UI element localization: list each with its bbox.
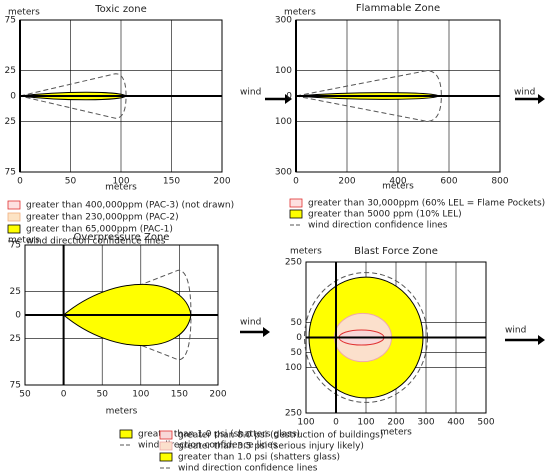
legend-label: wind direction confidence lines	[26, 237, 166, 247]
legend-label: wind direction confidence lines	[138, 441, 278, 451]
x-tick-label: 200	[387, 418, 404, 428]
legend-swatch	[289, 198, 303, 208]
x-tick-label: 100	[132, 390, 149, 400]
legend-swatch	[159, 430, 173, 440]
wind-arrowhead	[538, 335, 545, 345]
y-axis-label: meters	[290, 247, 322, 257]
x-tick-label: 800	[491, 177, 508, 187]
x-tick-label: 100	[297, 418, 314, 428]
y-axis-label: meters	[8, 236, 40, 246]
wind-label: wind	[505, 326, 526, 336]
x-tick-label: 150	[171, 390, 188, 400]
x-tick-label: 50	[65, 177, 77, 187]
y-tick-label: 75	[10, 241, 21, 251]
legend-swatch	[119, 429, 133, 439]
x-tick-label: 100	[112, 177, 129, 187]
y-tick-label: 300	[275, 168, 292, 178]
y-tick-label: 100	[275, 66, 292, 76]
x-tick-label: 50	[19, 390, 31, 400]
y-tick-label: 0	[15, 311, 21, 321]
y-tick-label: 0	[296, 333, 302, 343]
legend-label: greater than 3.5 psi (serious injury lik…	[178, 442, 364, 452]
confidence-lines	[19, 73, 127, 119]
x-tick-label: 150	[163, 177, 180, 187]
x-tick-label: 0	[293, 177, 299, 187]
legend-label: greater than 8.0 psi (destruction of bui…	[178, 431, 383, 441]
x-tick-label: 500	[477, 418, 494, 428]
y-tick-label: 250	[285, 409, 302, 419]
y-axis-label: meters	[8, 8, 40, 18]
wind-arrowhead	[285, 94, 292, 104]
wind-label: wind	[514, 88, 535, 98]
y-tick-label: 75	[10, 381, 21, 391]
x-tick-label: 0	[17, 177, 23, 187]
y-tick-label: 25	[5, 66, 16, 76]
y-tick-label: 75	[5, 168, 16, 178]
x-tick-label: 0	[61, 390, 67, 400]
y-tick-label: 25	[5, 117, 16, 127]
y-tick-label: 75	[5, 16, 16, 26]
legend-label: greater than 5000 ppm (10% LEL)	[308, 210, 462, 220]
x-tick-label: 50	[96, 390, 108, 400]
chart-title: Toxic zone	[94, 4, 146, 15]
y-tick-label: 250	[285, 258, 302, 268]
legend-label: wind direction confidence lines	[178, 464, 318, 474]
legend-label: greater than 30,000ppm (60% LEL = Flame …	[308, 199, 545, 209]
legend-swatch	[7, 224, 21, 234]
legend-swatch	[7, 200, 21, 210]
x-tick-label: 100	[357, 418, 374, 428]
chart-title: Overpressure Zone	[74, 232, 170, 243]
wind-arrowhead	[263, 327, 270, 337]
legend-label: greater than 400,000ppm (PAC-3) (not dra…	[26, 201, 234, 211]
wind-label: wind	[240, 318, 261, 328]
x-axis-label: meters	[106, 407, 138, 417]
y-tick-label: 0	[10, 92, 16, 102]
x-tick-label: 0	[333, 418, 339, 428]
x-tick-label: 400	[447, 418, 464, 428]
legend-swatch	[289, 209, 303, 219]
y-tick-label: 300	[275, 16, 292, 26]
y-tick-label: 50	[291, 318, 303, 328]
x-tick-label: 400	[389, 177, 406, 187]
x-axis-label: meters	[105, 183, 137, 193]
x-tick-label: 200	[213, 177, 230, 187]
wind-arrowhead	[538, 94, 545, 104]
x-tick-label: 200	[209, 390, 226, 400]
legend-swatch	[159, 441, 173, 451]
y-tick-label: 100	[275, 117, 292, 127]
confidence-lines	[295, 70, 442, 122]
x-axis-label: meters	[380, 428, 412, 438]
y-tick-label: 25	[10, 334, 21, 344]
y-axis-label: meters	[284, 8, 316, 18]
legend-swatch	[7, 212, 21, 222]
legend-swatch	[159, 452, 173, 462]
chart-title: Flammable Zone	[356, 3, 440, 14]
legend-label: greater than 1.0 psi (shatters glass)	[178, 453, 340, 463]
wind-label: wind	[240, 88, 261, 98]
x-tick-label: 600	[440, 177, 457, 187]
y-tick-label: 100	[285, 363, 302, 373]
x-axis-label: meters	[382, 182, 414, 192]
chart-title: Blast Force Zone	[354, 246, 438, 257]
y-tick-label: 25	[10, 287, 21, 297]
legend-label: greater than 65,000ppm (PAC-1)	[26, 225, 173, 235]
legend-label: wind direction confidence lines	[308, 221, 448, 231]
x-tick-label: 300	[417, 418, 434, 428]
legend-label: greater than 1.0 psi (shatters glass)	[138, 430, 300, 440]
y-tick-label: 50	[291, 348, 303, 358]
legend-label: greater than 230,000ppm (PAC-2)	[26, 213, 179, 223]
x-tick-label: 200	[338, 177, 355, 187]
y-tick-label: 0	[286, 92, 292, 102]
